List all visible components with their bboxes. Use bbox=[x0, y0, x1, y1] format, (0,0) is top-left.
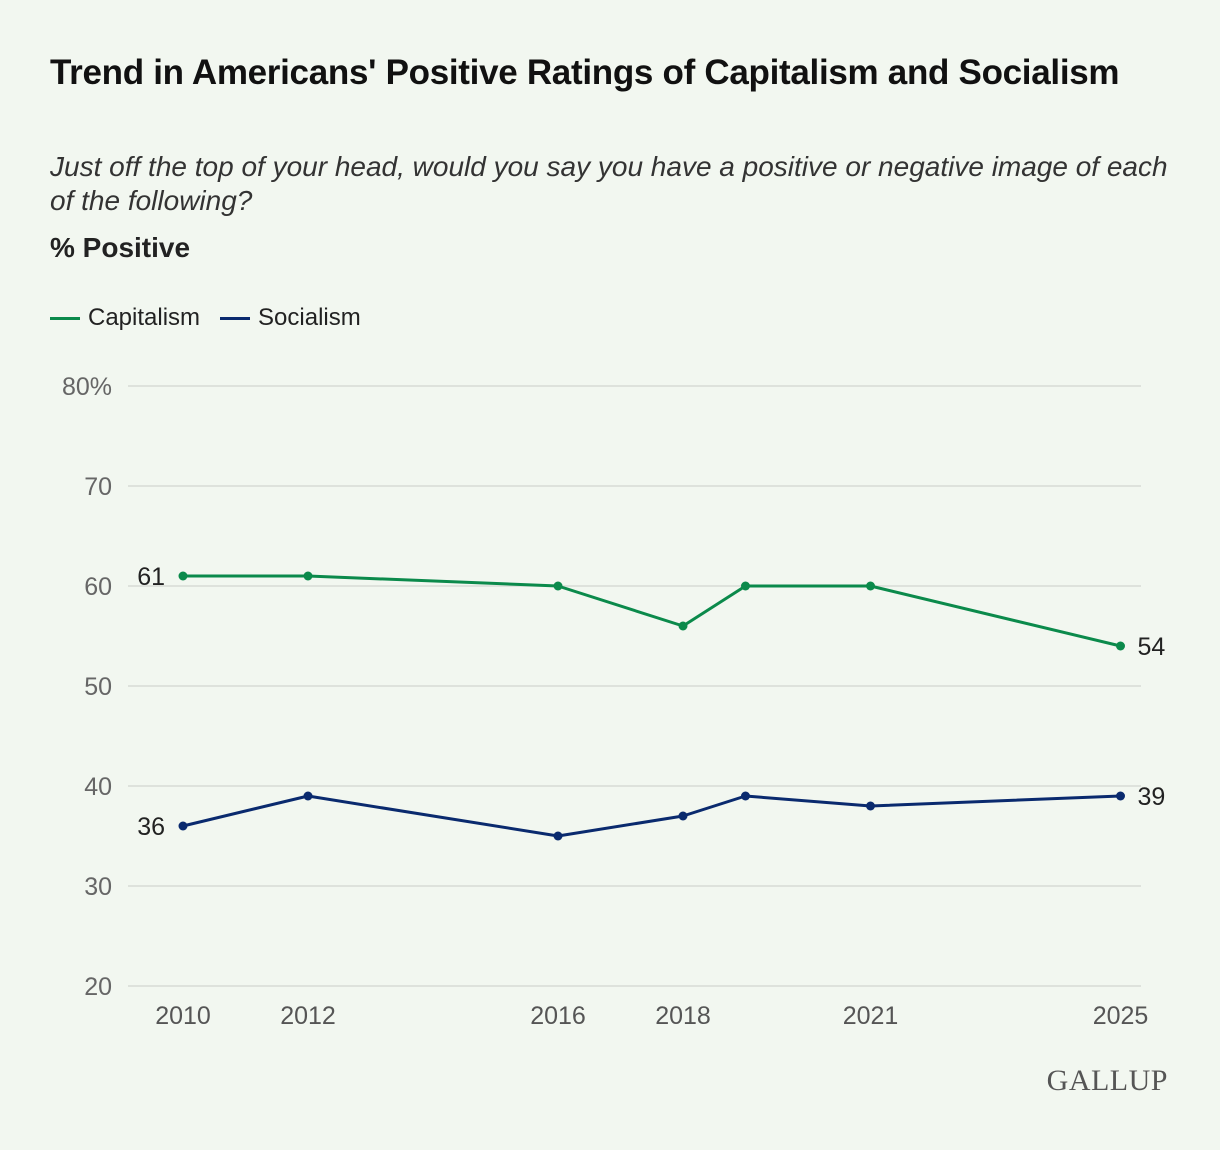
data-point-capitalism bbox=[553, 581, 563, 591]
legend-swatch-socialism bbox=[220, 316, 251, 320]
y-tick-label: 70 bbox=[84, 473, 112, 501]
data-point-socialism bbox=[866, 801, 875, 811]
legend-swatch-capitalism bbox=[50, 316, 80, 320]
chart-title: Trend in Americans' Positive Ratings of … bbox=[50, 53, 1120, 92]
y-tick-label: 50 bbox=[84, 673, 112, 701]
x-tick-label: 2021 bbox=[843, 1002, 899, 1030]
data-point-capitalism bbox=[1116, 641, 1125, 651]
legend-item-capitalism: Capitalism bbox=[50, 304, 200, 332]
data-point-socialism bbox=[303, 791, 313, 801]
legend: Capitalism Socialism bbox=[50, 304, 361, 332]
y-tick-label: 60 bbox=[84, 573, 112, 601]
data-point-capitalism bbox=[866, 581, 875, 591]
data-point-socialism bbox=[741, 791, 750, 801]
legend-label-socialism: Socialism bbox=[258, 304, 361, 331]
data-label-start-capitalism: 61 bbox=[137, 563, 165, 591]
y-tick-label: 20 bbox=[84, 973, 112, 1001]
y-tick-label: 30 bbox=[84, 873, 112, 901]
gallup-logo: GALLUP bbox=[1046, 1064, 1168, 1097]
x-tick-label: 2012 bbox=[280, 1002, 336, 1030]
data-point-socialism bbox=[1116, 791, 1125, 801]
data-point-socialism bbox=[678, 811, 688, 821]
data-point-capitalism bbox=[303, 571, 313, 581]
y-tick-label: 40 bbox=[84, 773, 112, 801]
y-axis-label: % Positive bbox=[50, 232, 191, 263]
x-tick-label: 2018 bbox=[655, 1002, 711, 1030]
legend-label-capitalism: Capitalism bbox=[88, 304, 201, 331]
data-point-capitalism bbox=[178, 571, 188, 581]
series-line-socialism bbox=[182, 794, 1121, 838]
data-point-socialism bbox=[178, 821, 188, 831]
chart-subtitle: Just off the top of your head, would you… bbox=[50, 151, 1168, 216]
x-tick-label: 2016 bbox=[530, 1002, 586, 1030]
legend-item-socialism: Socialism bbox=[220, 304, 361, 332]
data-point-socialism bbox=[553, 831, 563, 841]
y-tick-label: 80% bbox=[62, 373, 112, 401]
x-tick-label: 2010 bbox=[155, 1002, 211, 1030]
data-label-end-socialism: 39 bbox=[1138, 783, 1166, 811]
data-label-start-socialism: 36 bbox=[137, 813, 165, 841]
data-point-capitalism bbox=[678, 621, 688, 631]
data-label-end-capitalism: 54 bbox=[1138, 633, 1166, 661]
x-tick-label: 2025 bbox=[1093, 1002, 1149, 1030]
data-point-capitalism bbox=[741, 581, 750, 591]
